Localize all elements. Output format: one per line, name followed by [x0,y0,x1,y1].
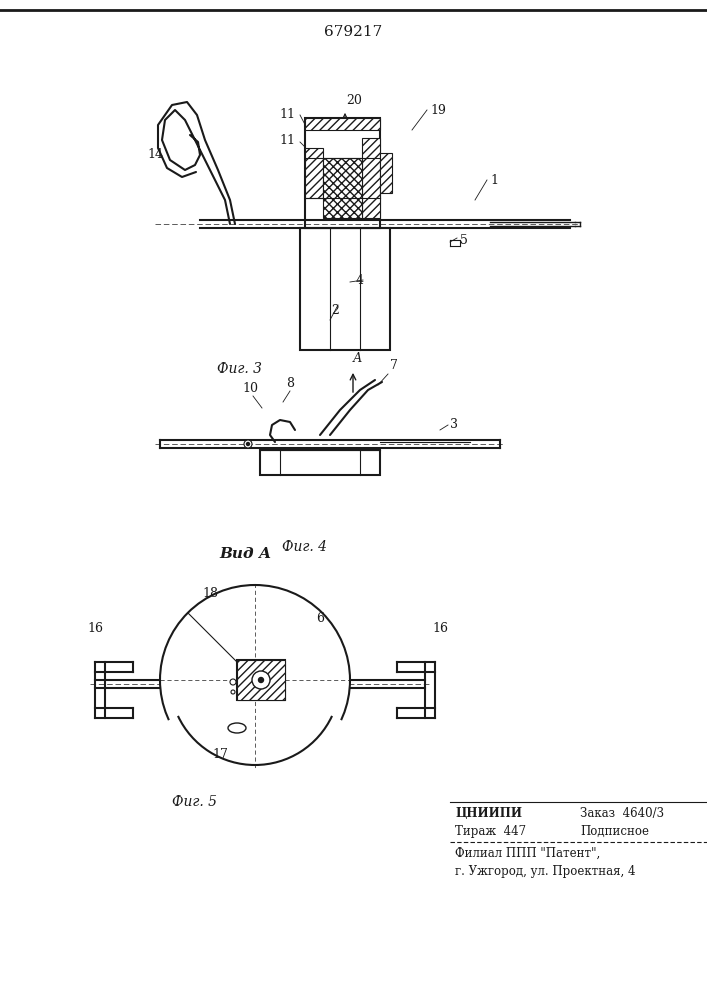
Text: ЦНИИПИ: ЦНИИПИ [455,807,522,820]
Text: 19: 19 [430,104,446,116]
Bar [305,118,380,228]
Circle shape [231,690,235,694]
Circle shape [252,671,270,689]
Text: 11: 11 [279,108,295,121]
Text: Фиг. 5: Фиг. 5 [173,795,218,809]
Bar [237,660,285,700]
Text: г. Ужгород, ул. Проектная, 4: г. Ужгород, ул. Проектная, 4 [455,865,636,878]
Text: 14: 14 [147,148,163,161]
Circle shape [244,440,252,448]
Text: 20: 20 [346,94,362,107]
Bar [380,153,392,193]
Text: 10: 10 [242,382,258,395]
Text: 18: 18 [202,587,218,600]
Text: 2: 2 [331,304,339,316]
Text: Вид А: Вид А [219,547,271,561]
Circle shape [247,442,250,446]
Text: 679217: 679217 [324,25,382,39]
Text: А: А [352,352,362,365]
Text: Тираж  447: Тираж 447 [455,825,526,838]
Bar [260,450,380,475]
Bar [300,228,390,350]
Text: Фиг. 3: Фиг. 3 [218,362,262,376]
Text: 17: 17 [212,748,228,761]
Text: 8: 8 [286,377,294,390]
Text: 7: 7 [390,359,398,372]
Text: 5: 5 [460,233,468,246]
Text: Фиг. 4: Фиг. 4 [283,540,327,554]
Circle shape [230,679,236,685]
Ellipse shape [228,723,246,733]
Text: 6: 6 [316,612,324,625]
Text: 3: 3 [450,418,458,432]
Text: 1: 1 [490,174,498,186]
Bar [362,138,380,218]
Text: 16: 16 [432,622,448,635]
Text: Филиал ППП "Патент",: Филиал ППП "Патент", [455,847,600,860]
Text: 11: 11 [279,133,295,146]
Bar [323,158,362,218]
Circle shape [160,585,350,775]
Text: 16: 16 [87,622,103,635]
Text: Подписное: Подписное [580,825,649,838]
Text: Заказ  4640/3: Заказ 4640/3 [580,807,664,820]
Bar [305,118,380,130]
Circle shape [259,678,264,682]
Bar [305,148,323,198]
Text: 4: 4 [356,273,364,286]
Bar [237,660,285,700]
